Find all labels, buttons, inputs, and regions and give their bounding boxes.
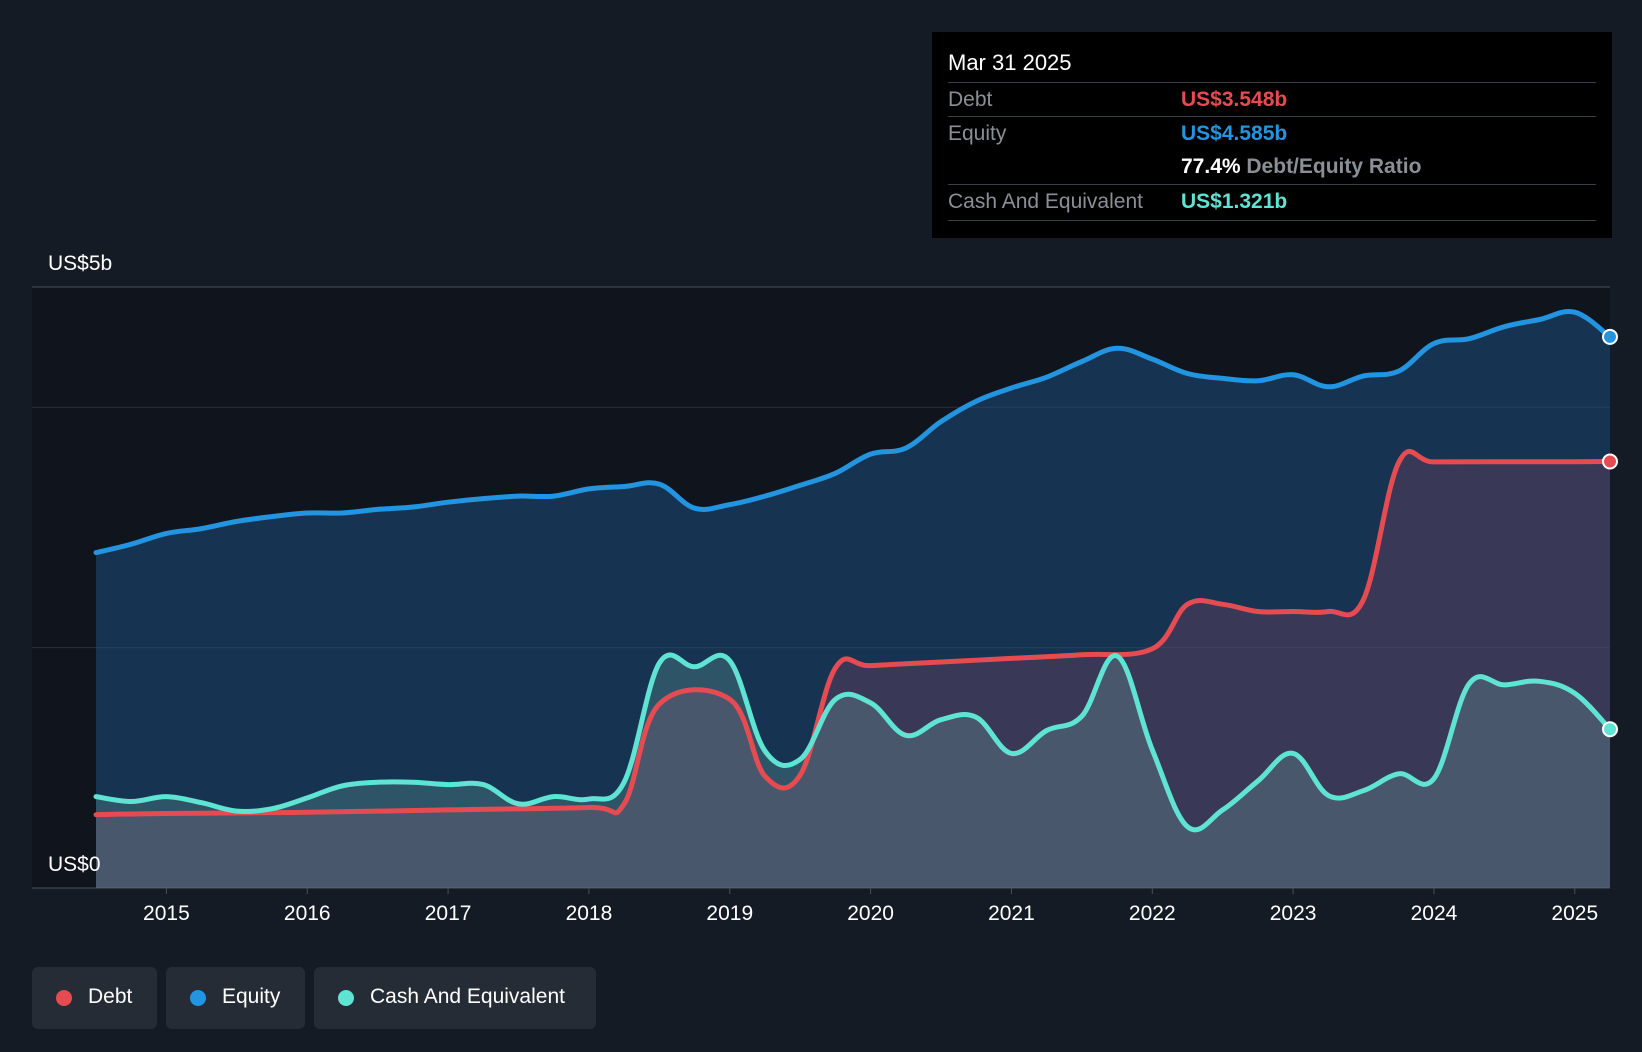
x-tick-label: 2019 (706, 902, 753, 925)
tooltip-divider (948, 220, 1596, 221)
tooltip-ratio: 77.4% Debt/Equity Ratio (1181, 155, 1421, 179)
x-tick-label: 2021 (988, 902, 1035, 925)
x-tick-label: 2018 (566, 902, 613, 925)
legend-cash-label: Cash And Equivalent (370, 985, 565, 1008)
equity-line (93, 309, 1613, 556)
equity-area (96, 311, 1610, 888)
series-lines (93, 309, 1613, 833)
cash-and-equivalent-endpoint (1602, 721, 1618, 738)
tooltip-row-cash: Cash And Equivalent US$1.321b (948, 184, 1596, 219)
tooltip-equity-value: US$4.585b (1181, 122, 1288, 145)
legend-item-equity[interactable]: Equity (166, 967, 305, 1029)
tooltip-cash-value: US$1.321b (1181, 190, 1288, 213)
series-areas (96, 311, 1610, 888)
equity-endpoint (1602, 328, 1618, 345)
tooltip-ratio-value: 77.4% (1181, 155, 1241, 178)
tooltip-date: Mar 31 2025 (948, 50, 1072, 75)
cash-and-equivalent-line (93, 652, 1613, 833)
tooltip-cash-label: Cash And Equivalent (948, 190, 1143, 213)
x-tick-label: 2024 (1411, 902, 1458, 925)
x-tick-label: 2022 (1129, 902, 1176, 925)
y-axis-top-label: US$5b (48, 252, 112, 275)
cash-dot-icon (338, 990, 354, 1006)
x-tick-label: 2025 (1551, 902, 1598, 925)
cash-and-equivalent-area (96, 654, 1610, 888)
tooltip-debt-value: US$3.548b (1181, 88, 1288, 111)
tooltip-row-equity: Equity US$4.585b (948, 116, 1596, 151)
x-tick-label: 2023 (1270, 902, 1317, 925)
debt-line (93, 448, 1613, 818)
legend-item-debt[interactable]: Debt (32, 967, 157, 1029)
x-tick-label: 2015 (143, 902, 190, 925)
debt-area (96, 451, 1610, 888)
equity-dot-icon (190, 990, 206, 1006)
series-endpoints (1602, 328, 1618, 738)
y-axis-bottom-label: US$0 (48, 853, 101, 876)
x-tick-label: 2016 (284, 902, 331, 925)
legend-item-cash[interactable]: Cash And Equivalent (314, 967, 596, 1029)
tooltip-panel: Mar 31 2025 Debt US$3.548b Equity US$4.5… (932, 32, 1612, 238)
x-axis-ticks: 2015 2016 2017 2018 2019 2020 2021 2022 2023 2024… (143, 888, 1598, 925)
x-tick-label: 2017 (425, 902, 472, 925)
x-tick-label: 2020 (847, 902, 894, 925)
tooltip-row-debt: Debt US$3.548b (948, 82, 1596, 117)
tooltip-equity-label: Equity (948, 122, 1007, 145)
tooltip-row-ratio: 77.4% Debt/Equity Ratio (948, 150, 1596, 184)
debt-endpoint (1602, 453, 1618, 470)
debt-dot-icon (56, 990, 72, 1006)
tooltip-debt-label: Debt (948, 88, 993, 111)
legend-debt-label: Debt (88, 985, 133, 1008)
tooltip-ratio-label: Debt/Equity Ratio (1246, 155, 1422, 178)
legend-equity-label: Equity (222, 985, 281, 1008)
